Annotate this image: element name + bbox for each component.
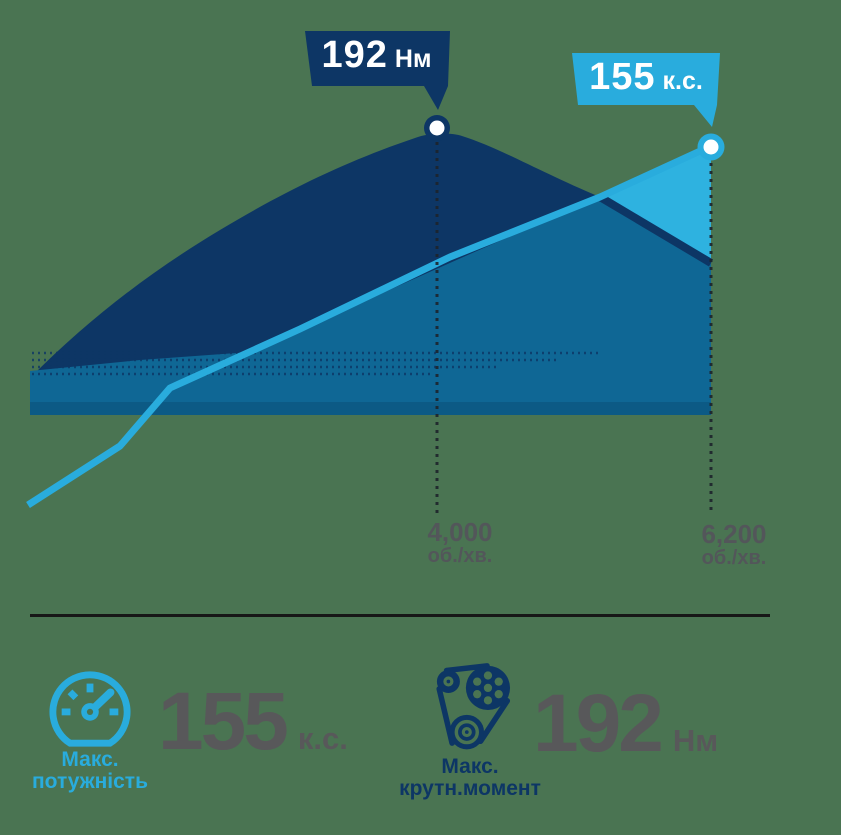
torque-peak-marker [424,115,450,141]
performance-chart [26,31,725,514]
torque-callout-text: 192 Нм [305,34,448,84]
max-torque-unit: Нм [672,723,719,758]
max-torque-label-line1: Макс. [441,755,499,778]
engine-belt-icon [436,663,511,750]
max-power-value: 155 к.с. [158,681,348,763]
power-peak-marker [697,133,725,161]
torque-callout-unit: Нм [394,45,432,73]
power-callout-text: 155 к.с. [574,56,718,104]
x-tick-6200-unit: об./хв. [701,547,767,570]
power-callout-value: 155 [589,56,656,98]
x-tick-6200-rpm: 6,200 [701,519,767,549]
torque-dropoff-line [597,193,714,267]
power-callout-bubble [572,53,720,127]
max-power-label-line2: потужність [31,770,148,793]
power-callout-unit: к.с. [662,67,703,95]
x-tick-6200: 6,200 об./хв. [684,519,784,570]
x-tick-4000-unit: об./хв. [427,545,493,568]
max-power-number: 155 [158,676,289,767]
max-power-unit: к.с. [297,721,348,756]
power-curve-line [26,142,713,508]
max-torque-label: Макс. крутн.момент [385,756,555,800]
power-curve-area [30,146,711,415]
max-power-label-line1: Макс. [61,748,119,771]
speedometer-icon [49,671,131,747]
max-torque-label-line2: крутн.момент [399,777,541,800]
torque-callout-bubble [305,31,450,110]
max-torque-number: 192 [533,678,664,769]
max-torque-value: 192 Нм [533,683,718,765]
x-tick-4000-rpm: 4,000 [427,517,493,547]
power-over-torque-area [600,146,711,263]
max-power-label: Макс. потужність [5,749,175,793]
x-tick-4000: 4,000 об./хв. [410,517,510,568]
section-divider [30,614,770,617]
torque-callout-value: 192 [321,34,388,76]
baseline-band [30,402,711,415]
